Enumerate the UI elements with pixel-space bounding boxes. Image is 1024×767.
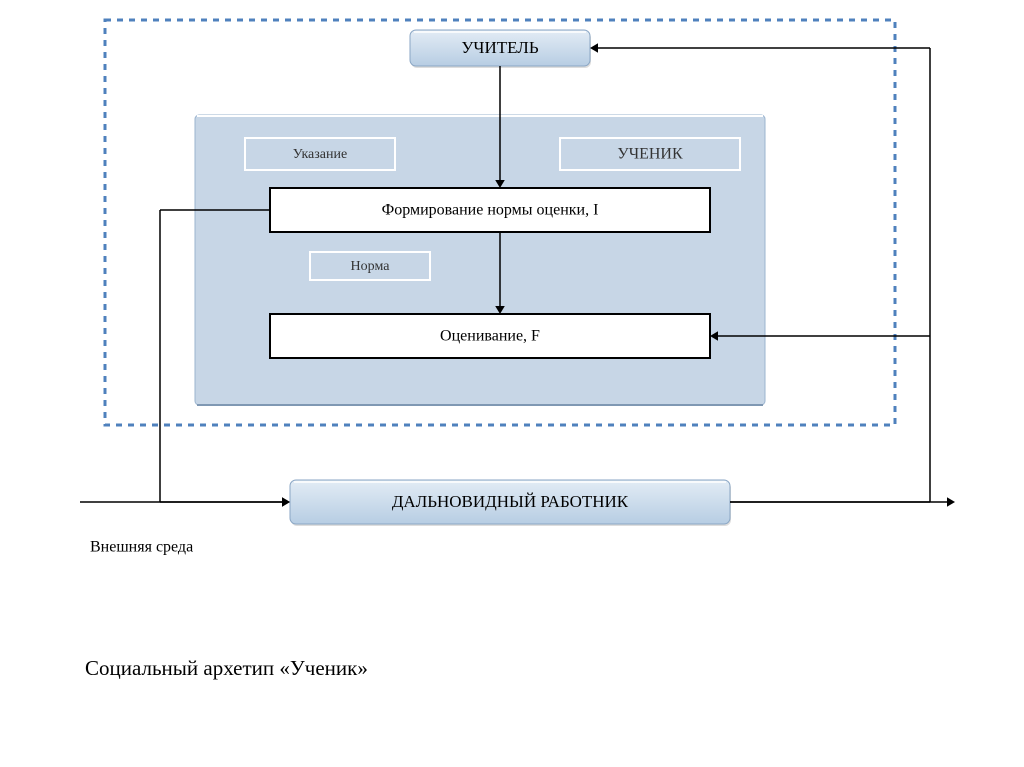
diagram-canvas: Указание УЧЕНИК Норма Формирование нормы оц… [0,0,1024,767]
ghost-box-norm-label: Норма [351,259,391,274]
ghost-box-instruction-label: Указание [293,147,347,162]
label-external-env: Внешняя среда [90,539,193,556]
process-box-f-label: Оценивание, F [440,328,540,345]
pill-teacher: УЧИТЕЛЬ [410,30,591,68]
ghost-box-student-label: УЧЕНИК [617,146,683,163]
pill-worker: ДАЛЬНОВИДНЫЙ РАБОТНИК [290,480,731,526]
pill-worker-label: ДАЛЬНОВИДНЫЙ РАБОТНИК [392,492,629,511]
process-box-i-label: Формирование нормы оценки, I [382,202,599,219]
pill-teacher-label: УЧИТЕЛЬ [461,38,538,57]
diagram-caption: Социальный архетип «Ученик» [85,656,368,680]
